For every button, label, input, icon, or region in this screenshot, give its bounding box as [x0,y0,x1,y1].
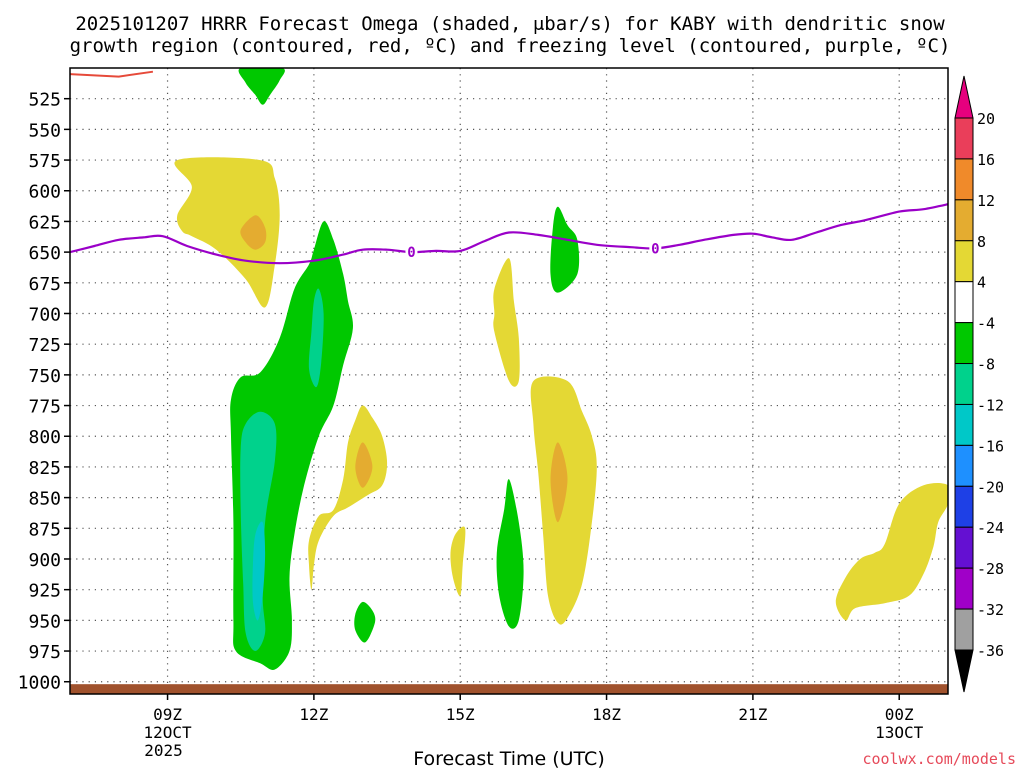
colorbar-label-7: -12 [977,396,1004,414]
y-axis: 525 550 575 600 625 650 675 700 725 750 775 800 825 8… [18,90,70,694]
x-tick-label-12Z: 12Z [299,705,328,724]
colorbar-label-11: -28 [977,560,1004,578]
colorbar-label-13: -36 [977,642,1004,660]
colorbar-label-0: 20 [977,110,995,128]
colorbar-swatch-7 [954,403,974,446]
ground-strip [70,684,948,694]
x-tick-label-09Z: 09Z [153,705,182,724]
x-tick-date-09Z: 12OCT [143,723,192,742]
omega-region-yellow-center-left [308,405,388,590]
colorbar-swatch-3 [954,240,974,283]
y-tick-label-1000: 1000 [18,673,61,694]
omega-region-teal-narrow [308,288,324,388]
omega-region-green-small-blob [354,601,376,643]
omega-region-orange-right-middle [550,442,568,523]
y-tick-label-800: 800 [28,427,61,448]
colorbar-label-4: 4 [977,274,986,292]
y-tick-label-575: 575 [28,151,61,172]
freezing-level-label-1: 0 [651,241,659,257]
colorbar-swatch-5 [954,322,974,365]
colorbar-top-arrow [954,75,974,119]
colorbar-swatch-8 [954,444,974,487]
colorbar-label-6: -8 [977,356,995,374]
colorbar-swatch-9 [954,485,974,528]
colorbar-label-2: 12 [977,192,995,210]
omega-region-cyan-core [252,521,266,621]
x-axis-label: Forecast Time (UTC) [413,748,604,768]
x-tick-date-00Z: 13OCT [875,723,924,742]
chart-title-line1: 2025101207 HRRR Forecast Omega (shaded, … [75,13,945,35]
omega-region-yellow-small-pill [450,526,466,597]
omega-region-green-mid-right [550,206,580,293]
credit-text: coolwx.com/models [862,750,1016,768]
freezing-level-label-0: 0 [407,245,415,261]
y-tick-label-775: 775 [28,397,61,418]
colorbar-swatch-10 [954,526,974,569]
chart-title-line2: growth region (contoured, red, ºC) and f… [70,35,951,57]
x-tick-label-21Z: 21Z [738,705,767,724]
dendritic-contour-line [70,70,154,78]
y-tick-label-625: 625 [28,212,61,233]
y-tick-label-600: 600 [28,182,61,203]
colorbar-label-5: -4 [977,315,995,333]
omega-region-orange-left-upper [240,215,267,250]
y-tick-label-950: 950 [28,611,61,632]
omega-region-yellow-far-right [835,483,948,621]
freezing-label-bg-0 [405,244,418,261]
y-tick-label-525: 525 [28,90,61,111]
colorbar-swatch-6 [954,363,974,405]
colorbar-label-3: 8 [977,233,986,251]
omega-region-yellow-left-upper [174,157,280,308]
y-tick-label-900: 900 [28,550,61,571]
omega-region-yellow-upper-middle [493,258,520,387]
colorbar-label-10: -24 [977,519,1004,537]
plot-frame [69,67,949,695]
y-tick-label-875: 875 [28,519,61,540]
omega-region-green-lower-middle [496,479,524,629]
colorbar-label-9: -20 [977,478,1004,496]
y-tick-label-825: 825 [28,458,61,479]
y-tick-label-700: 700 [28,304,61,325]
omega-region-green-upper-top [238,68,285,105]
x-tick-label-18Z: 18Z [592,705,621,724]
colorbar-swatch-2 [954,199,974,242]
colorbar-label-12: -32 [977,601,1004,619]
colorbar-swatch-4 [954,281,974,324]
colorbar-swatch-11 [954,567,974,610]
y-tick-label-675: 675 [28,274,61,295]
omega-shading [70,68,948,694]
freezing-label-bg-1 [649,240,662,257]
y-tick-label-650: 650 [28,243,61,264]
freezing-level-line [70,203,948,265]
colorbar-label-8: -16 [977,437,1004,455]
colorbar-swatch-0 [954,117,974,160]
colorbar-label-1: 16 [977,151,995,169]
omega-region-orange-center-left [355,442,373,488]
colorbar-bottom-arrow [954,649,974,693]
x-tick-year-09Z: 2025 [144,741,183,760]
y-tick-label-975: 975 [28,642,61,663]
colorbar: 20 16 12 8 4 -4 -8 -12 -16 -20 -24 -28 -32 -36 [954,75,1004,693]
y-tick-label-925: 925 [28,581,61,602]
colorbar-swatch-12 [954,608,974,651]
y-tick-label-725: 725 [28,335,61,356]
y-tick-label-750: 750 [28,366,61,387]
x-tick-label-00Z: 00Z [885,705,914,724]
x-tick-label-15Z: 15Z [446,705,475,724]
y-tick-label-550: 550 [28,120,61,141]
colorbar-swatch-1 [954,158,974,201]
y-tick-label-850: 850 [28,489,61,510]
